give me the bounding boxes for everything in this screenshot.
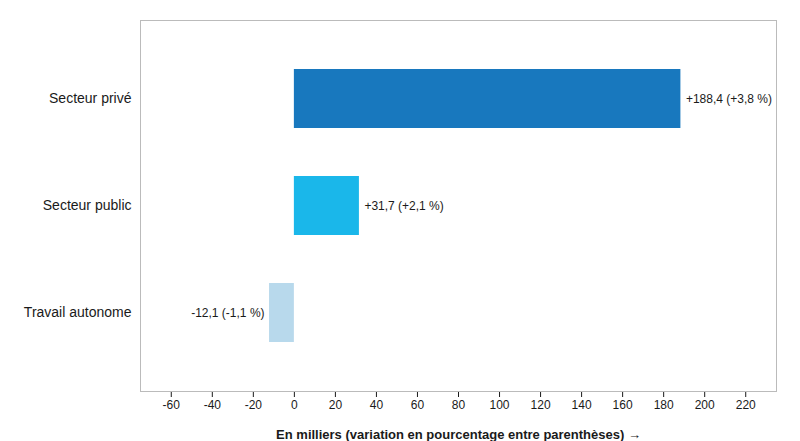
svg-text:-12,1 (-1,1 %): -12,1 (-1,1 %)	[191, 306, 264, 320]
svg-text:100: 100	[490, 398, 510, 412]
svg-text:En milliers (variation en pour: En milliers (variation en pourcentage en…	[276, 427, 641, 441]
svg-text:+31,7 (+2,1 %): +31,7 (+2,1 %)	[364, 199, 443, 213]
svg-text:-60: -60	[163, 398, 181, 412]
svg-text:20: 20	[329, 398, 343, 412]
svg-text:Secteur privé: Secteur privé	[49, 90, 132, 106]
svg-text:120: 120	[531, 398, 551, 412]
svg-text:+188,4 (+3,8 %): +188,4 (+3,8 %)	[686, 92, 772, 106]
svg-text:140: 140	[572, 398, 592, 412]
svg-text:60: 60	[411, 398, 425, 412]
svg-text:Secteur public: Secteur public	[43, 197, 132, 213]
svg-text:220: 220	[736, 398, 756, 412]
svg-text:Travail autonome: Travail autonome	[24, 304, 132, 320]
svg-text:180: 180	[654, 398, 674, 412]
svg-text:160: 160	[613, 398, 633, 412]
svg-text:-20: -20	[245, 398, 263, 412]
svg-text:40: 40	[370, 398, 384, 412]
svg-text:200: 200	[695, 398, 715, 412]
svg-text:-40: -40	[204, 398, 222, 412]
svg-text:0: 0	[291, 398, 298, 412]
svg-text:80: 80	[452, 398, 466, 412]
